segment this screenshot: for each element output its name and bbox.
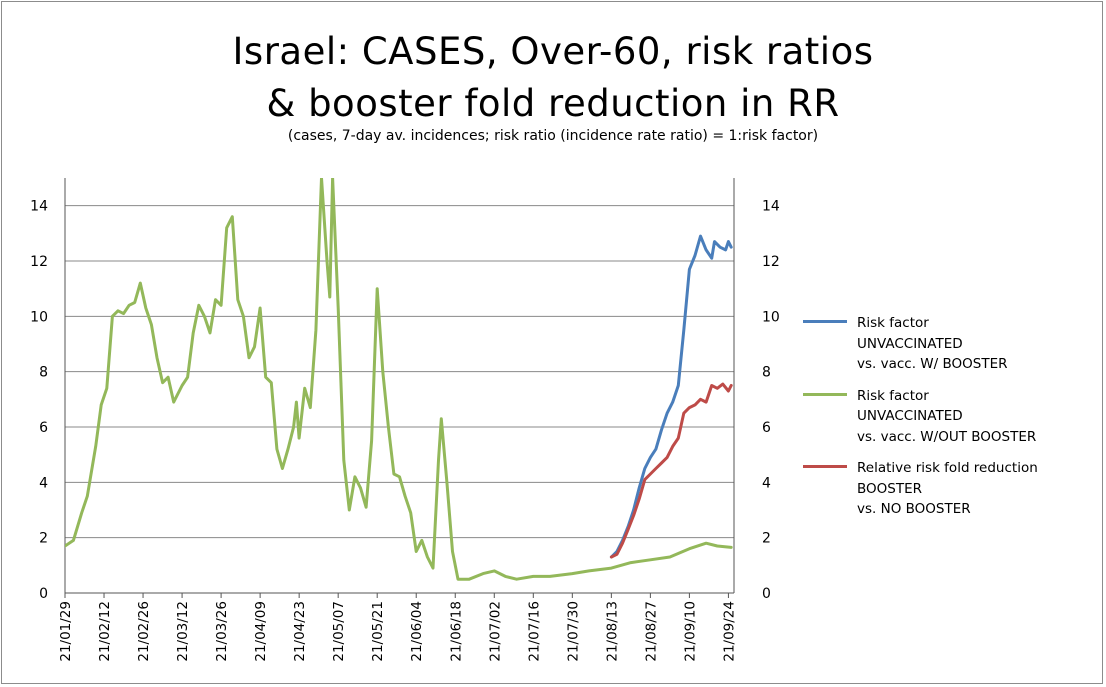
y-right-tick-label: 12 bbox=[762, 254, 780, 270]
chart-subtitle: (cases, 7-day av. incidences; risk ratio… bbox=[287, 128, 819, 144]
x-tick-label: 21/08/27 bbox=[643, 601, 659, 662]
y-tick-label: 6 bbox=[39, 420, 48, 436]
legend-label: Risk factor UNVACCINATED vs. vacc. W/OUT… bbox=[857, 386, 1103, 448]
legend-label: Risk factor UNVACCINATED vs. vacc. W/ BO… bbox=[857, 313, 1103, 375]
legend-line: vs. vacc. W/ BOOSTER bbox=[857, 356, 1008, 372]
y-tick-label: 2 bbox=[39, 531, 48, 547]
legend-label: Relative risk fold reduction BOOSTER vs.… bbox=[857, 458, 1103, 520]
x-tick-label: 21/03/12 bbox=[175, 601, 191, 662]
x-tick-label: 21/05/21 bbox=[370, 601, 386, 662]
legend-line: UNVACCINATED bbox=[857, 335, 963, 352]
y-right-tick-label: 4 bbox=[762, 475, 771, 491]
y-right-tick-label: 6 bbox=[762, 420, 771, 436]
legend-swatch bbox=[803, 392, 847, 396]
x-tick-label: 21/05/07 bbox=[331, 601, 347, 662]
y-right-tick-label: 10 bbox=[762, 309, 780, 325]
title-line-2: & booster fold reduction in RR bbox=[266, 82, 840, 125]
legend-line: Risk factor bbox=[857, 387, 929, 404]
legend-swatch bbox=[803, 320, 847, 323]
x-tick-label: 21/09/24 bbox=[721, 601, 737, 662]
y-tick-label: 0 bbox=[39, 586, 48, 602]
series-line-no-booster bbox=[65, 178, 733, 581]
y-tick-label: 4 bbox=[39, 475, 48, 491]
legend-item-booster: Risk factor UNVACCINATED vs. vacc. W/ BO… bbox=[803, 313, 1103, 375]
y-right-tick-label: 0 bbox=[762, 586, 771, 602]
series-line-fold-reduction bbox=[609, 382, 733, 559]
legend-line: BOOSTER bbox=[857, 480, 923, 497]
y-right-tick-label: 8 bbox=[762, 365, 771, 381]
legend-line: vs. NO BOOSTER bbox=[857, 501, 971, 517]
y-tick-label: 10 bbox=[30, 309, 48, 325]
legend: Risk factor UNVACCINATED vs. vacc. W/ BO… bbox=[803, 313, 1103, 531]
y-tick-label: 14 bbox=[30, 199, 48, 215]
legend-swatch bbox=[803, 465, 847, 468]
x-tick-label: 21/01/29 bbox=[58, 601, 74, 662]
series-line-booster bbox=[609, 234, 733, 559]
y-right-tick-label: 14 bbox=[762, 199, 780, 215]
legend-item-no-booster: Risk factor UNVACCINATED vs. vacc. W/OUT… bbox=[803, 386, 1103, 448]
legend-line: vs. vacc. W/OUT BOOSTER bbox=[857, 428, 1037, 445]
legend-line: Risk factor bbox=[857, 315, 929, 331]
title-line-1: Israel: CASES, Over-60, risk ratios bbox=[232, 30, 874, 73]
x-tick-label: 21/06/18 bbox=[448, 601, 464, 662]
x-tick-label: 21/03/26 bbox=[214, 601, 230, 662]
x-tick-label: 21/07/02 bbox=[487, 601, 503, 662]
x-tick-label: 21/07/16 bbox=[526, 601, 542, 662]
chart-title: Israel: CASES, Over-60, risk ratios & bo… bbox=[0, 26, 1106, 130]
x-tick-label: 21/02/26 bbox=[136, 601, 152, 662]
y-right-tick-label: 2 bbox=[762, 531, 771, 547]
x-tick-label: 21/06/04 bbox=[409, 601, 425, 662]
legend-item-fold-reduction: Relative risk fold reduction BOOSTER vs.… bbox=[803, 458, 1103, 520]
x-tick-label: 21/04/09 bbox=[253, 601, 269, 662]
x-tick-label: 21/09/10 bbox=[682, 601, 698, 662]
legend-line: Relative risk fold reduction bbox=[857, 460, 1038, 476]
y-tick-label: 12 bbox=[30, 254, 48, 270]
y-tick-label: 8 bbox=[39, 365, 48, 381]
x-tick-label: 21/02/12 bbox=[97, 601, 113, 662]
legend-line: UNVACCINATED bbox=[857, 408, 963, 424]
x-tick-label: 21/04/23 bbox=[292, 601, 308, 662]
x-tick-label: 21/08/13 bbox=[604, 601, 620, 662]
x-tick-label: 21/07/30 bbox=[565, 601, 581, 662]
